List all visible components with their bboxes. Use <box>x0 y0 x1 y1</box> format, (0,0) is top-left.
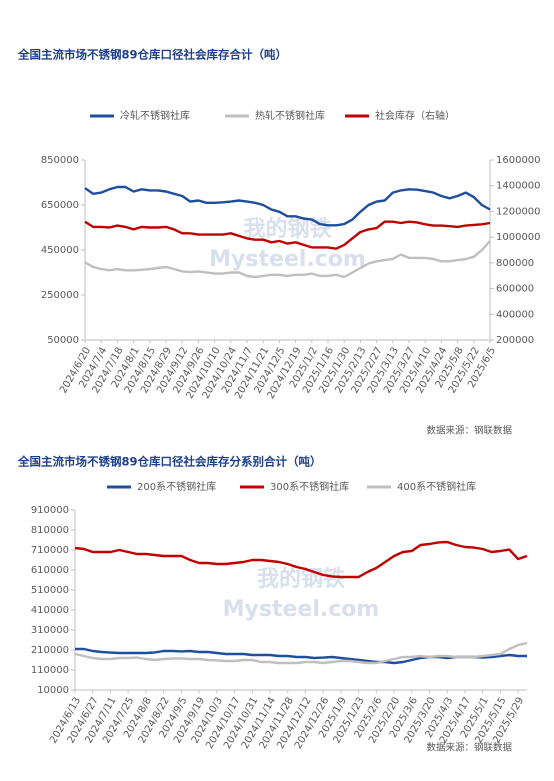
y2-tick-label: 1600000 <box>496 155 541 166</box>
y-tick-label: 610000 <box>31 565 69 576</box>
y-tick-label: 210000 <box>31 645 69 656</box>
y2-tick-label: 600000 <box>496 284 534 295</box>
y-tick-label: 710000 <box>31 545 69 556</box>
legend-label: 热轧不锈钢社库 <box>255 109 325 122</box>
watermark: 我的钢铁 <box>257 566 345 592</box>
source-note: 数据来源：钢联数据 <box>426 742 512 754</box>
legend-label: 300系不锈钢社库 <box>270 480 349 493</box>
chart-title: 全国主流市场不锈钢89仓库口径社会库存合计（吨） <box>17 48 287 62</box>
legend-label: 200系不锈钢社库 <box>137 480 216 493</box>
y-tick-label: 650000 <box>41 200 79 211</box>
source-note: 数据来源：钢联数据 <box>426 425 512 437</box>
y2-tick-label: 1000000 <box>496 232 541 243</box>
y2-tick-label: 200000 <box>496 335 534 346</box>
y-tick-label: 50000 <box>47 335 79 346</box>
legend-label: 冷轧不锈钢社库 <box>120 109 190 122</box>
chart-title: 全国主流市场不锈钢89仓库口径社会库存分系别合计（吨） <box>17 455 322 469</box>
series-line <box>74 540 528 579</box>
y-tick-label: 910000 <box>31 505 69 516</box>
y2-tick-label: 1400000 <box>496 181 541 192</box>
watermark: Mysteel.com <box>223 597 380 622</box>
y2-tick-label: 800000 <box>496 258 534 269</box>
y-tick-label: 10000 <box>37 685 69 696</box>
legend-label: 社会库存（右轴） <box>375 109 455 122</box>
y-tick-label: 510000 <box>31 585 69 596</box>
y-tick-label: 810000 <box>31 525 69 536</box>
y2-tick-label: 400000 <box>496 309 534 320</box>
series-line <box>84 240 491 279</box>
series-line <box>84 220 491 250</box>
y2-tick-label: 1200000 <box>496 206 541 217</box>
y-tick-label: 450000 <box>41 245 79 256</box>
watermark: 我的钢铁 <box>243 216 331 242</box>
y-tick-label: 850000 <box>41 155 79 166</box>
y-tick-label: 110000 <box>31 665 69 676</box>
legend-label: 400系不锈钢社库 <box>397 480 476 493</box>
watermark: Mysteel.com <box>209 247 366 272</box>
y-tick-label: 410000 <box>31 605 69 616</box>
y-tick-label: 310000 <box>31 625 69 636</box>
series-line <box>84 185 491 227</box>
y-tick-label: 250000 <box>41 290 79 301</box>
series-line <box>74 641 528 665</box>
